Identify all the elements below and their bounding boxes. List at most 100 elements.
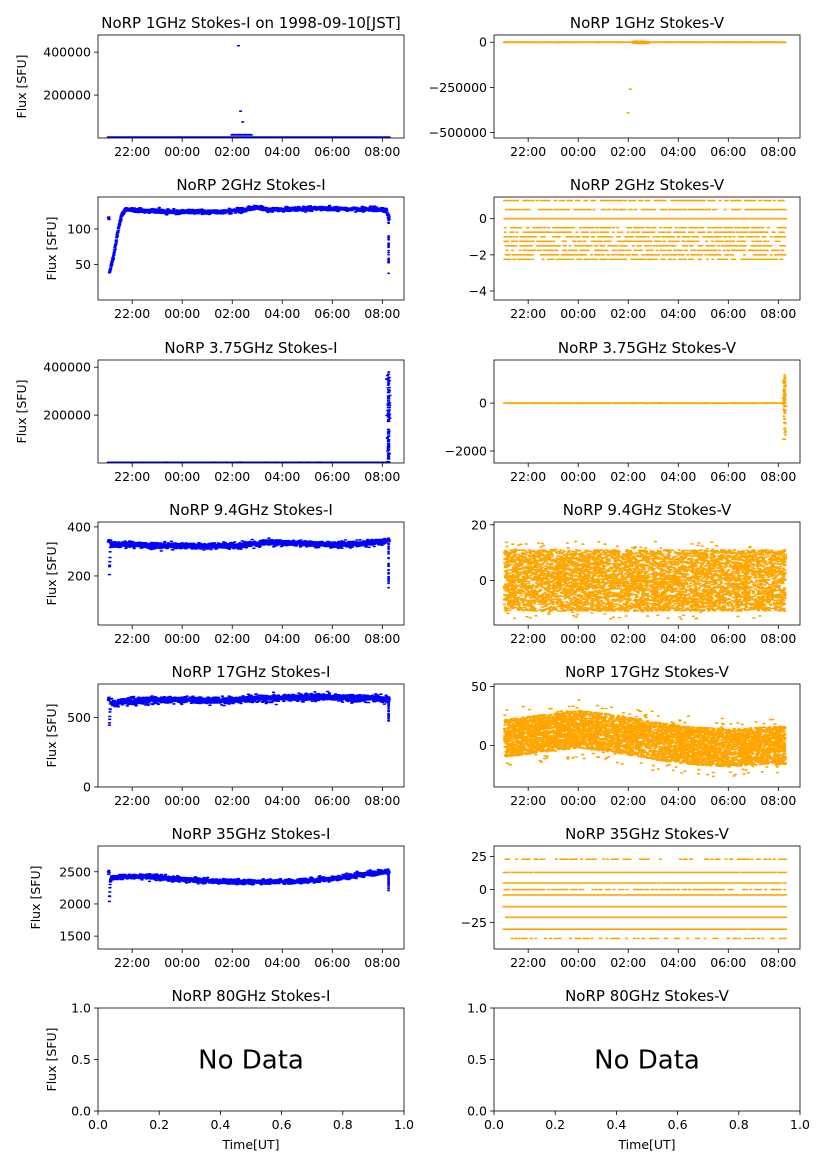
data-series [106, 371, 392, 463]
y-tick-label: 50 [75, 257, 91, 272]
plot-area [502, 699, 788, 778]
data-series [502, 699, 788, 778]
axes-frame [493, 34, 801, 139]
subplot-94ghz-v: NoRP 9.4GHz Stokes-V 0 20 22:00 00:00 02:00 04… [471, 501, 801, 646]
x-tick-label: 06:00 [314, 144, 350, 159]
axes-frame [493, 845, 801, 950]
series-points [106, 371, 392, 463]
x-tick-label: 06:00 [314, 631, 350, 646]
y-tick-label: 0 [479, 573, 487, 588]
y-axis-label: Flux [SFU] [44, 217, 59, 281]
x-tick-label: 04:00 [264, 144, 300, 159]
x-tick-label: 00:00 [164, 793, 200, 808]
axes-frame [493, 683, 801, 788]
plot-area [502, 858, 788, 940]
y-tick-label: 500 [67, 710, 91, 725]
y-tick-label: 0 [479, 396, 487, 411]
x-tick-label: 00:00 [560, 955, 596, 970]
subplot-17ghz-i: NoRP 17GHz Stokes-I 0 500 22:00 00:00 02:00 04… [44, 663, 405, 808]
x-tick-label: 04:00 [660, 955, 696, 970]
x-tick-label: 02:00 [214, 469, 250, 484]
y-tick-label: 2500 [59, 864, 91, 879]
data-series [106, 690, 391, 726]
x-tick-label: 02:00 [214, 144, 250, 159]
axes-frame [97, 683, 405, 788]
data-series [502, 40, 787, 114]
series-points [502, 374, 788, 441]
x-tick-label: 22:00 [510, 469, 546, 484]
x-tick-label: 06:00 [710, 306, 746, 321]
y-tick-label: 0.5 [71, 1052, 91, 1067]
y-tick-label: −250000 [429, 80, 487, 95]
subplot-title: NoRP 17GHz Stokes-I [172, 663, 331, 681]
x-tick-label: 02:00 [610, 955, 646, 970]
series-points [502, 699, 788, 778]
x-tick-label: 08:00 [364, 469, 400, 484]
x-tick-label: 04:00 [264, 631, 300, 646]
y-tick-label: 0.0 [467, 1104, 487, 1119]
x-tick-label: 02:00 [610, 144, 646, 159]
subplot-35ghz-v: NoRP 35GHz Stokes-V −25 0 25 22:00 00:00 02:00… [461, 825, 801, 970]
x-tick-label: 06:00 [710, 469, 746, 484]
x-tick-label: 04:00 [264, 306, 300, 321]
subplot-1ghz-v: NoRP 1GHz Stokes-V −500000 −250000 0 22:00 00… [429, 14, 801, 159]
data-series [503, 199, 788, 261]
x-tick-label: 0.0 [484, 1117, 504, 1132]
y-tick-label: 100 [67, 221, 91, 236]
series-points [502, 40, 787, 114]
x-tick-label: 08:00 [760, 469, 796, 484]
subplot-title: NoRP 3.75GHz Stokes-V [558, 339, 737, 357]
subplot-title: NoRP 9.4GHz Stokes-V [563, 501, 732, 519]
y-tick-label: −2000 [445, 444, 487, 459]
x-tick-label: 04:00 [660, 144, 696, 159]
subplot-title: NoRP 2GHz Stokes-I [176, 176, 325, 194]
x-tick-label: 0.2 [149, 1117, 169, 1132]
x-tick-label: 02:00 [610, 793, 646, 808]
x-tick-label: 08:00 [364, 955, 400, 970]
axes-frame [97, 34, 405, 139]
series-points [106, 690, 391, 726]
axes-frame [493, 521, 801, 626]
y-tick-label: 0.0 [71, 1104, 91, 1119]
y-tick-label: 400 [67, 519, 91, 534]
plot-area [106, 690, 391, 726]
x-tick-label: 22:00 [114, 306, 150, 321]
subplot-title: NoRP 80GHz Stokes-V [565, 987, 730, 1005]
x-tick-label: 0.4 [606, 1117, 626, 1132]
x-tick-label: 00:00 [560, 793, 596, 808]
x-tick-label: 22:00 [114, 469, 150, 484]
subplot-375ghz-v: NoRP 3.75GHz Stokes-V −2000 0 22:00 00:00 02:… [445, 339, 801, 484]
y-tick-label: 200000 [43, 408, 91, 423]
x-tick-label: 06:00 [314, 306, 350, 321]
x-tick-label: 08:00 [760, 955, 796, 970]
data-series [106, 204, 391, 275]
x-tick-label: 02:00 [214, 793, 250, 808]
x-tick-label: 0.6 [668, 1117, 688, 1132]
x-tick-label: 22:00 [510, 955, 546, 970]
x-tick-label: 1.0 [394, 1117, 414, 1132]
x-tick-label: 02:00 [214, 631, 250, 646]
x-tick-label: 08:00 [364, 793, 400, 808]
x-tick-label: 00:00 [164, 955, 200, 970]
y-axis-label: Flux [SFU] [44, 542, 59, 606]
y-tick-label: 0 [479, 211, 487, 226]
plot-area [106, 868, 391, 903]
subplot-title: NoRP 9.4GHz Stokes-I [169, 501, 333, 519]
y-tick-label: −500000 [429, 125, 487, 140]
plot-area [106, 44, 391, 138]
x-axis-label: Time[UT] [221, 1137, 279, 1152]
x-tick-label: 00:00 [164, 306, 200, 321]
subplot-title: NoRP 80GHz Stokes-I [172, 987, 331, 1005]
subplot-80ghz-i: NoRP 80GHz Stokes-I 0.0 0.5 1.0 0.0 0.2 0.4 0.6… [44, 987, 414, 1152]
x-tick-label: 00:00 [560, 144, 596, 159]
y-tick-label: −2 [469, 247, 487, 262]
data-series [106, 537, 391, 589]
x-tick-label: 02:00 [610, 631, 646, 646]
x-tick-label: 00:00 [560, 631, 596, 646]
x-tick-label: 02:00 [214, 306, 250, 321]
y-tick-label: 0 [479, 35, 487, 50]
y-tick-label: −25 [461, 915, 487, 930]
y-axis-label: Flux [SFU] [28, 866, 43, 930]
series-points [106, 204, 391, 275]
